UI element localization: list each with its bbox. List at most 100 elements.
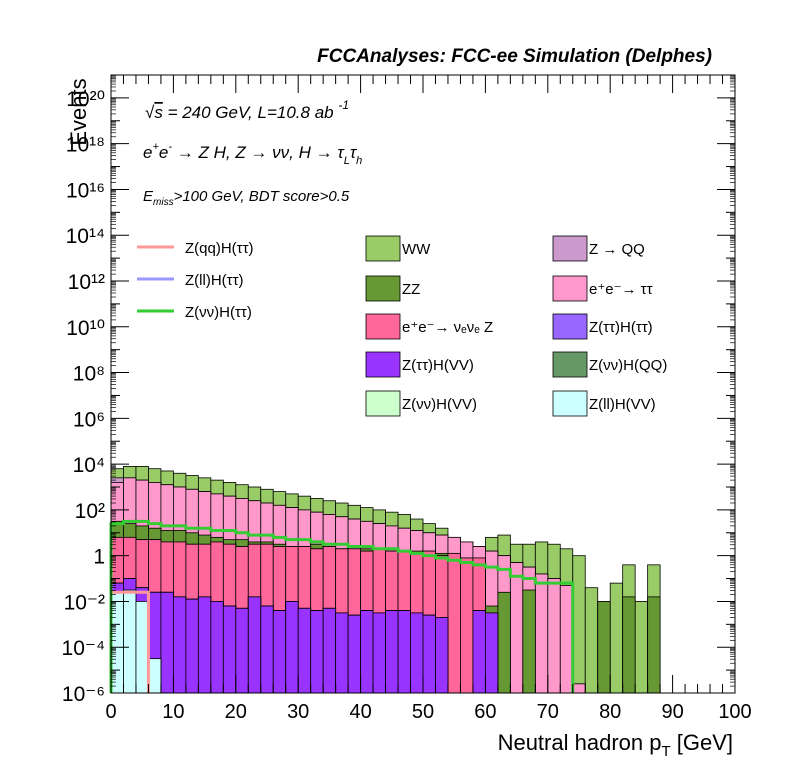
x-tick-label: 100 — [718, 701, 751, 723]
legend-box-swatch — [552, 390, 588, 417]
bar-z-h-vv--11 — [247, 596, 262, 694]
legend-line-label: Z(νν)H(ττ) — [185, 304, 252, 321]
bar-z-h-vv--24 — [410, 612, 424, 694]
bar-z-h-vv--13 — [272, 610, 287, 694]
x-tick-label: 70 — [537, 701, 559, 723]
legend-box-swatch — [552, 235, 588, 262]
legend-box-label: e⁺e⁻→ νₑνₑ Z — [402, 319, 493, 336]
y-tick-label: 10⁸ — [73, 363, 105, 386]
x-tick-label: 20 — [225, 701, 247, 723]
bar-z-h-vv--8 — [210, 601, 224, 694]
y-tick-label: 1 — [93, 546, 105, 569]
y-tick-label: 10⁴ — [73, 454, 105, 477]
legend-box-swatch — [365, 275, 401, 302]
bar-z-h-vv--17 — [322, 607, 337, 694]
legend-box-label: Z(νν)H(QQ) — [589, 357, 667, 374]
y-tick-label: 10¹⁴ — [66, 225, 105, 248]
x-tick-label: 10 — [162, 701, 184, 723]
bar-e-e-z-27 — [447, 552, 461, 694]
y-axis-label: Events — [66, 78, 91, 145]
y-tick-label: 10⁻⁴ — [62, 637, 105, 660]
bar-z-ll-h-vv--3 — [148, 658, 162, 694]
bar-z-h-vv--12 — [260, 605, 274, 694]
bar-z-h-vv--22 — [385, 610, 399, 694]
bar-z-h-vv--29 — [472, 610, 486, 694]
y-tick-label: 10¹² — [68, 271, 105, 294]
bar-z-h-vv--9 — [222, 605, 237, 694]
x-tick-label: 60 — [474, 701, 496, 723]
legend-box-label: ZZ — [402, 281, 420, 298]
x-tick-label: 90 — [661, 701, 683, 723]
y-tick-label: 10¹⁶ — [66, 179, 105, 202]
bar-z-h-vv--30 — [484, 612, 499, 694]
bar-z-h-vv--4 — [160, 591, 174, 694]
bar-z-h-vv--21 — [372, 612, 386, 694]
axes: 0 10 20 30 40 50 60 70 80 90 100 10⁻⁶ 10⁻⁴ 10⁻² 1 10² 10… — [62, 74, 752, 723]
legend-box-label: Z(ττ)H(ττ) — [589, 319, 653, 336]
x-tick-label: 50 — [412, 701, 434, 723]
legend-box-swatch — [365, 351, 401, 378]
bar-e-e--37 — [572, 683, 586, 694]
y-tick-label: 10¹⁰ — [66, 317, 105, 340]
legend-box-label: Z(ll)H(VV) — [589, 396, 656, 413]
legend-box-swatch — [365, 313, 401, 340]
annotation-block: √s = 240 GeV, L=10.8 ab -1 e+e- → Z H, Z… — [143, 98, 362, 208]
header-title: FCCAnalyses: FCC-ee Simulation (Delphes) — [317, 46, 712, 67]
bar-zz-31 — [497, 591, 511, 694]
bar-z-ll-h-vv--1 — [123, 589, 137, 694]
legend-line-label: Z(ll)H(ττ) — [185, 272, 244, 289]
y-tick-label: 10⁻⁶ — [62, 683, 105, 706]
bar-z-ll-h-vv--2 — [135, 601, 149, 694]
bar-zz-33 — [522, 589, 536, 694]
bar-z-h-vv--5 — [172, 596, 187, 694]
legend-box-label: e⁺e⁻→ ττ — [589, 281, 653, 298]
y-tick-label: 10⁻² — [64, 591, 105, 614]
legend-box-label: Z → QQ — [589, 241, 645, 258]
bar-z-h-vv--23 — [397, 610, 411, 694]
bar-z-h-vv--20 — [360, 610, 374, 694]
bar-z-h-vv--6 — [185, 598, 199, 694]
bar-ww-38 — [584, 587, 599, 694]
bar-e-e-z-28 — [460, 557, 474, 694]
bar-z-h-vv--26 — [435, 617, 449, 694]
bar-z-h-vv--10 — [235, 607, 249, 694]
legend-box-swatch — [365, 390, 401, 417]
legend-box-label: Z(ττ)H(VV) — [402, 357, 474, 374]
bar-e-e--32 — [509, 562, 524, 694]
x-tick-label: 30 — [287, 701, 309, 723]
bar-zz-43 — [647, 596, 661, 694]
bar-e-e--36 — [559, 585, 574, 694]
y-tick-label: 10² — [75, 500, 105, 523]
legend-box-swatch — [365, 235, 401, 262]
bar-z-h-vv--14 — [285, 601, 299, 694]
legend-box-swatch — [552, 351, 588, 378]
bar-z-h-vv--18 — [335, 612, 349, 694]
bar-z-h-vv--7 — [197, 596, 212, 694]
bar-ww-37 — [572, 555, 586, 694]
signal-line-z-h- — [109, 519, 575, 693]
legend-box-swatch — [552, 313, 588, 340]
bar-z-h-vv--19 — [347, 614, 361, 694]
x-tick-label: 40 — [349, 701, 371, 723]
bar-ww-40 — [609, 582, 624, 694]
bar-z-h-vv--15 — [297, 607, 312, 694]
x-tick-label: 80 — [599, 701, 621, 723]
legend-line-label: Z(qq)H(ττ) — [185, 240, 254, 257]
legend-box-swatch — [552, 275, 588, 302]
bar-e-e--35 — [547, 578, 561, 694]
bar-e-e--34 — [534, 573, 549, 694]
bar-ww-42 — [634, 601, 649, 694]
bar-zz-41 — [622, 596, 636, 694]
x-tick-label: 0 — [105, 701, 116, 723]
bar-z-h-vv--16 — [310, 610, 324, 694]
legend-box-label: Z(νν)H(VV) — [402, 396, 477, 413]
bar-z-h-vv--25 — [422, 614, 436, 694]
annotation-cuts: Emiss>100 GeV, BDT score>0.5 — [143, 188, 350, 208]
legend: Z(qq)H(ττ) Z(ll)H(ττ) Z(νν)H(ττ) WW Z → QQ ZZ… — [137, 235, 667, 417]
bar-zz-39 — [597, 601, 611, 694]
y-tick-label: 10¹⁸ — [66, 134, 105, 157]
bar-z-ll-h-vv--0 — [110, 591, 124, 694]
y-tick-label: 10²⁰ — [66, 88, 105, 111]
y-tick-label: 10⁶ — [73, 408, 105, 431]
